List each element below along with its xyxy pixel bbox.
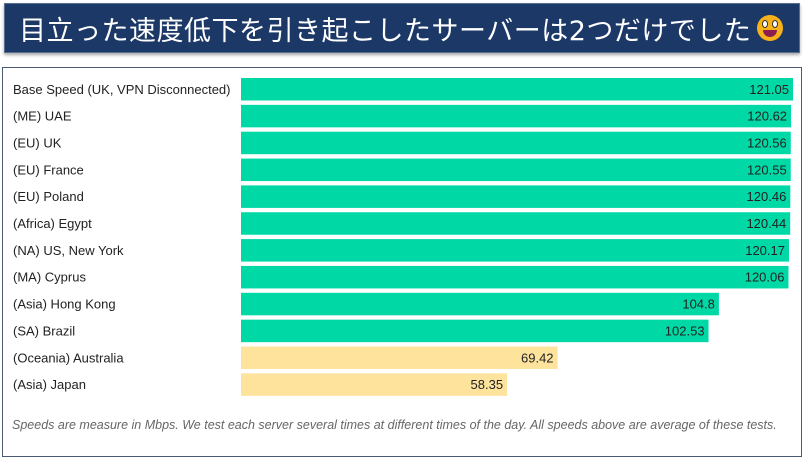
category-label: (Asia) Japan [13,377,86,392]
banner-title: 目立った速度低下を引き起こしたサーバーは2つだけでした [19,15,752,47]
bar [241,319,709,343]
value-label: 120.06 [745,270,785,285]
bar [241,104,792,128]
value-label: 120.46 [747,189,787,204]
category-label: (NA) US, New York [13,243,124,258]
category-label: (Africa) Egypt [13,216,92,231]
value-label: 58.35 [471,377,504,392]
value-label: 120.55 [747,162,787,177]
bar [241,292,719,316]
value-label: 104.8 [682,297,715,312]
value-label: 102.53 [665,323,705,338]
grinning-face-icon [757,15,784,41]
bar [241,346,558,369]
category-label: (EU) Poland [13,189,84,204]
bar [241,265,789,289]
value-label: 120.17 [745,243,785,258]
bar [241,212,791,235]
value-label: 120.56 [747,135,787,150]
category-label: (ME) UAE [13,109,72,124]
category-label: (EU) France [13,162,84,177]
bar [241,131,791,155]
category-label: (Oceania) Australia [13,350,124,365]
bar [241,373,508,396]
category-label: (SA) Brazil [13,323,75,338]
bar-chart: Base Speed (UK, VPN Disconnected) 121.05 (… [13,78,793,396]
value-label: 121.05 [749,82,789,97]
title-banner: 目立った速度低下を引き起こしたサーバーは2つだけでした [4,3,800,53]
value-label: 120.44 [746,216,786,231]
category-label: (Asia) Hong Kong [13,297,116,312]
value-label: 69.42 [521,350,554,365]
category-label: (MA) Cyprus [13,270,86,285]
bar [241,239,789,262]
bar [241,185,791,208]
bar [241,158,791,182]
category-label: (EU) UK [13,135,62,150]
footnote: Speeds are measure in Mbps. We test each… [12,418,777,432]
bar [241,78,793,101]
value-label: 120.62 [747,109,787,124]
category-label: Base Speed (UK, VPN Disconnected) [13,82,231,97]
